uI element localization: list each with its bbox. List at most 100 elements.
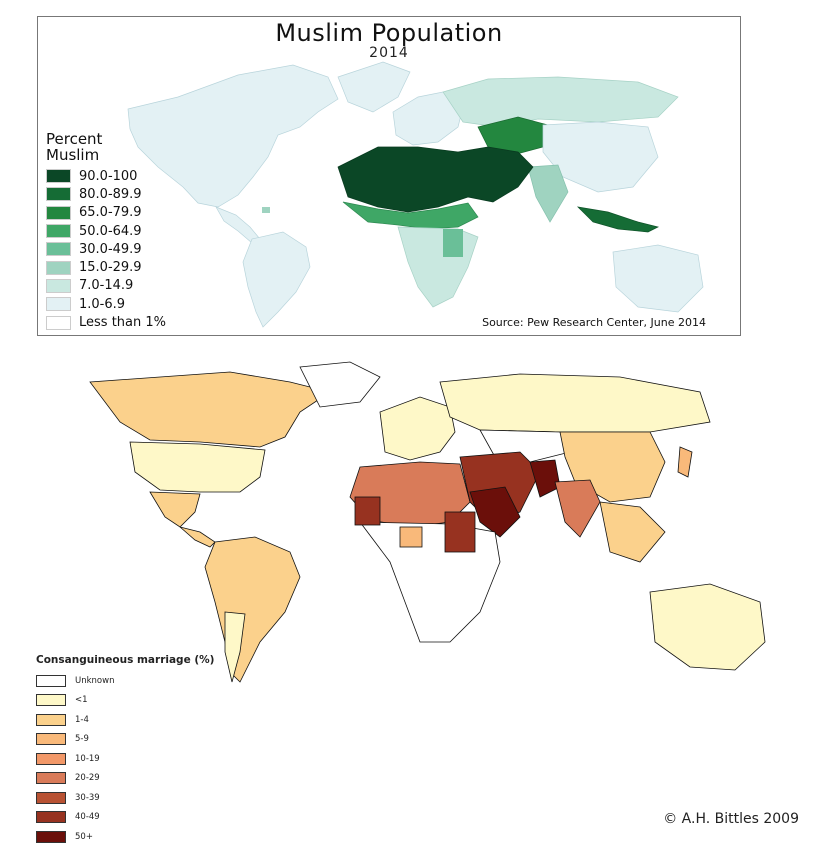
southeast-asia-landmass xyxy=(599,501,666,563)
sub-saharan-africa-landmass xyxy=(397,226,479,308)
japan-landmass xyxy=(677,446,693,478)
australia-landmass xyxy=(649,583,766,671)
canada-landmass xyxy=(89,371,331,448)
legend-label: 40-49 xyxy=(75,812,100,823)
map-title: Muslim Population xyxy=(275,19,503,47)
greenland-landmass xyxy=(337,61,411,113)
india-landmass xyxy=(554,479,601,538)
chile-argentina-landmass xyxy=(224,611,246,683)
north-africa-middle-east-landmass xyxy=(337,146,534,213)
south-america-landmass xyxy=(242,231,311,328)
legend-label: 15.0-29.9 xyxy=(79,260,142,276)
russia-landmass xyxy=(442,76,679,128)
legend-swatch xyxy=(36,791,66,804)
indonesia-landmass xyxy=(576,206,660,233)
mexico-landmass xyxy=(149,491,201,528)
europe-landmass xyxy=(379,396,456,461)
south-america-landmass xyxy=(204,536,301,683)
legend-label: 50+ xyxy=(75,831,93,842)
legend-item: 90.0-100 xyxy=(46,167,166,185)
legend-item: 65.0-79.9 xyxy=(46,204,166,222)
consanguineous-marriage-map: Consanguineous marriage (%) Unknown <1 1-4… xyxy=(0,352,839,847)
sudan-patch xyxy=(444,511,476,553)
map-year: 2014 xyxy=(369,45,409,61)
consanguinity-map-graphic xyxy=(89,361,766,683)
muslim-population-map: Muslim Population 2014 Percent Muslim 90… xyxy=(37,16,741,336)
legend-label: 1-4 xyxy=(75,714,89,725)
sahel-region xyxy=(342,201,479,230)
legend-label: 30.0-49.9 xyxy=(79,241,142,257)
legend-label: 5-9 xyxy=(75,734,89,745)
legend-swatch xyxy=(36,713,66,726)
australia-landmass xyxy=(612,244,704,313)
east-africa-patch xyxy=(443,229,463,257)
legend-swatch xyxy=(36,674,66,687)
legend-swatch xyxy=(36,733,66,746)
legend-item: 1-4 xyxy=(36,710,214,730)
legend-swatch xyxy=(36,694,66,707)
india-landmass xyxy=(527,164,569,223)
legend-swatch xyxy=(46,297,71,312)
legend-swatch xyxy=(46,187,71,202)
central-america-landmass xyxy=(179,526,216,548)
north-america-landmass xyxy=(127,64,339,208)
legend-label: 10-19 xyxy=(75,753,100,764)
legend-item: 40-49 xyxy=(36,808,214,828)
legend-item: 15.0-29.9 xyxy=(46,258,166,276)
legend-title-line-2: Muslim xyxy=(46,146,100,164)
muslim-map-graphic xyxy=(127,61,704,328)
legend-item: 1.0-6.9 xyxy=(46,295,166,313)
legend-item: Less than 1% xyxy=(46,313,166,331)
legend-item: 30-39 xyxy=(36,788,214,808)
legend-swatch xyxy=(36,752,66,765)
legend-swatch xyxy=(46,315,71,330)
legend-swatch xyxy=(46,242,71,257)
legend-item: 5-9 xyxy=(36,730,214,750)
east-asia-landmass xyxy=(542,121,659,193)
legend-swatch xyxy=(36,772,66,785)
legend-swatch xyxy=(46,224,71,239)
source-note: Source: Pew Research Center, June 2014 xyxy=(482,316,706,329)
legend-label: Unknown xyxy=(75,675,115,686)
legend-item: 30.0-49.9 xyxy=(46,240,166,258)
legend-label: 20-29 xyxy=(75,773,100,784)
legend-item: 50+ xyxy=(36,827,214,847)
usa-landmass xyxy=(129,441,266,493)
legend-item: 7.0-14.9 xyxy=(46,277,166,295)
legend-label: 80.0-89.9 xyxy=(79,186,142,202)
legend-item: 10-19 xyxy=(36,749,214,769)
legend-swatch xyxy=(46,169,71,184)
consanguinity-legend: Consanguineous marriage (%) Unknown <1 1-4… xyxy=(36,654,214,847)
legend-item: <1 xyxy=(36,691,214,711)
legend-title-line-1: Percent xyxy=(46,130,103,148)
legend-swatch xyxy=(46,260,71,275)
legend-item: 80.0-89.9 xyxy=(46,185,166,203)
europe-landmass xyxy=(392,91,464,146)
legend-swatch xyxy=(36,811,66,824)
pakistan-landmass xyxy=(529,459,561,498)
legend-label: 90.0-100 xyxy=(79,168,138,184)
legend-title: Consanguineous marriage (%) xyxy=(36,654,215,666)
legend-label: 1.0-6.9 xyxy=(79,296,126,312)
legend-swatch xyxy=(36,830,66,843)
legend-label: Less than 1% xyxy=(79,315,166,331)
legend-label: 65.0-79.9 xyxy=(79,205,142,221)
legend-label: 50.0-64.9 xyxy=(79,223,142,239)
suriname-patch xyxy=(262,207,270,213)
legend-item: 20-29 xyxy=(36,769,214,789)
legend-swatch xyxy=(46,205,71,220)
sub-saharan-africa-landmass xyxy=(359,521,501,643)
central-america-landmass xyxy=(215,206,261,244)
legend-item: Unknown xyxy=(36,671,214,691)
legend-label: 30-39 xyxy=(75,792,100,803)
arabian-peninsula-landmass xyxy=(469,486,521,538)
legend-label: <1 xyxy=(75,695,88,706)
nigeria-patch xyxy=(399,526,423,548)
mauritania-patch xyxy=(354,496,381,526)
russia-landmass xyxy=(439,373,711,433)
percent-muslim-legend: Percent Muslim 90.0-100 80.0-89.9 65.0-79.… xyxy=(46,131,166,332)
greenland-landmass xyxy=(299,361,381,408)
legend-label: 7.0-14.9 xyxy=(79,278,134,294)
legend-swatch xyxy=(46,278,71,293)
copyright-note: © A.H. Bittles 2009 xyxy=(663,811,799,827)
